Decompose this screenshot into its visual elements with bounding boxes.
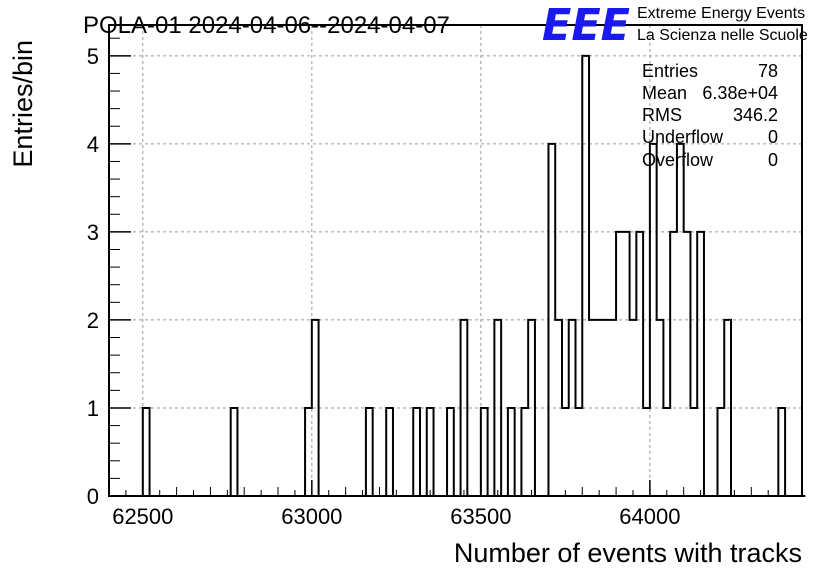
y-tick-label: 5 [87,44,99,69]
x-tick-label: 63500 [450,504,511,529]
histogram-bin [643,408,650,496]
histogram-bins [143,56,785,496]
histogram-bin [447,408,454,496]
histogram-bin [386,408,393,496]
stats-rms-value: 346.2 [733,105,778,125]
stats-box: Entries 78 Mean 6.38e+04 RMS 346.2 Under… [642,61,778,170]
chart-title: POLA-01 2024-04-06--2024-04-07 [83,12,450,39]
histogram-bin [603,320,610,496]
histogram-bin [616,232,623,496]
histogram-bin [582,56,589,496]
stats-overflow-label: Overflow [642,150,714,170]
histogram-bin [494,320,501,496]
histogram-bin [609,320,616,496]
stats-overflow-value: 0 [768,150,778,170]
histogram-bin [366,408,373,496]
histogram-bin [663,408,670,496]
plot-frame [108,24,803,497]
y-tick-label: 0 [87,484,99,509]
histogram-bin [521,408,528,496]
histogram-bin [724,320,731,496]
histogram-bin [461,320,468,496]
histogram-bin [312,320,319,496]
y-tick-label: 3 [87,220,99,245]
x-tick-labels: 62500 63000 63500 64000 [112,504,680,529]
y-tick-labels: 0 1 2 3 4 5 [87,44,99,509]
eee-logo: EEE Extreme Energy Events La Scienza nel… [542,0,808,51]
histogram-bin [569,320,576,496]
histogram-bin [684,232,691,496]
histogram-bin [630,320,637,496]
eee-logo-mark: EEE [542,0,630,51]
histogram-bin [548,144,555,496]
histogram-bin [576,408,583,496]
y-axis-label: Entries/bin [8,40,38,168]
x-axis-label: Number of events with tracks [454,538,802,568]
histogram-bin [697,232,704,496]
eee-logo-line2: La Scienza nelle Scuole [637,27,808,44]
histogram-bin [427,408,434,496]
histogram-bin [670,232,677,496]
x-tick-label: 64000 [619,504,680,529]
histogram-bin [717,408,724,496]
histogram-bin [481,408,488,496]
stats-entries-value: 78 [758,61,778,81]
histogram-bin [650,144,657,496]
histogram-bin [690,408,697,496]
histogram-bin [305,408,312,496]
histogram-bin [413,408,420,496]
histogram-bin [589,320,596,496]
y-tick-label: 4 [87,132,99,157]
histogram-bin [555,320,562,496]
stats-underflow-label: Underflow [642,127,724,147]
stats-rms-label: RMS [642,105,682,125]
histogram-bin [657,320,664,496]
y-tick-label: 1 [87,396,99,421]
histogram-bin [778,408,785,496]
histogram-bin [562,408,569,496]
histogram-bin [596,320,603,496]
histogram-bin [528,320,535,496]
histogram-bin [677,144,684,496]
y-tick-label: 2 [87,308,99,333]
histogram-bin [623,232,630,496]
histogram-bin [231,408,238,496]
histogram-bin [636,232,643,496]
x-tick-label: 63000 [281,504,342,529]
stats-mean-label: Mean [642,83,687,103]
x-tick-label: 62500 [112,504,173,529]
stats-mean-value: 6.38e+04 [702,83,778,103]
eee-logo-line1: Extreme Energy Events [637,5,805,22]
grid-lines [109,25,802,496]
stats-entries-label: Entries [642,61,698,81]
histogram-bin [508,408,515,496]
histogram-bin [143,408,150,496]
stats-underflow-value: 0 [768,127,778,147]
